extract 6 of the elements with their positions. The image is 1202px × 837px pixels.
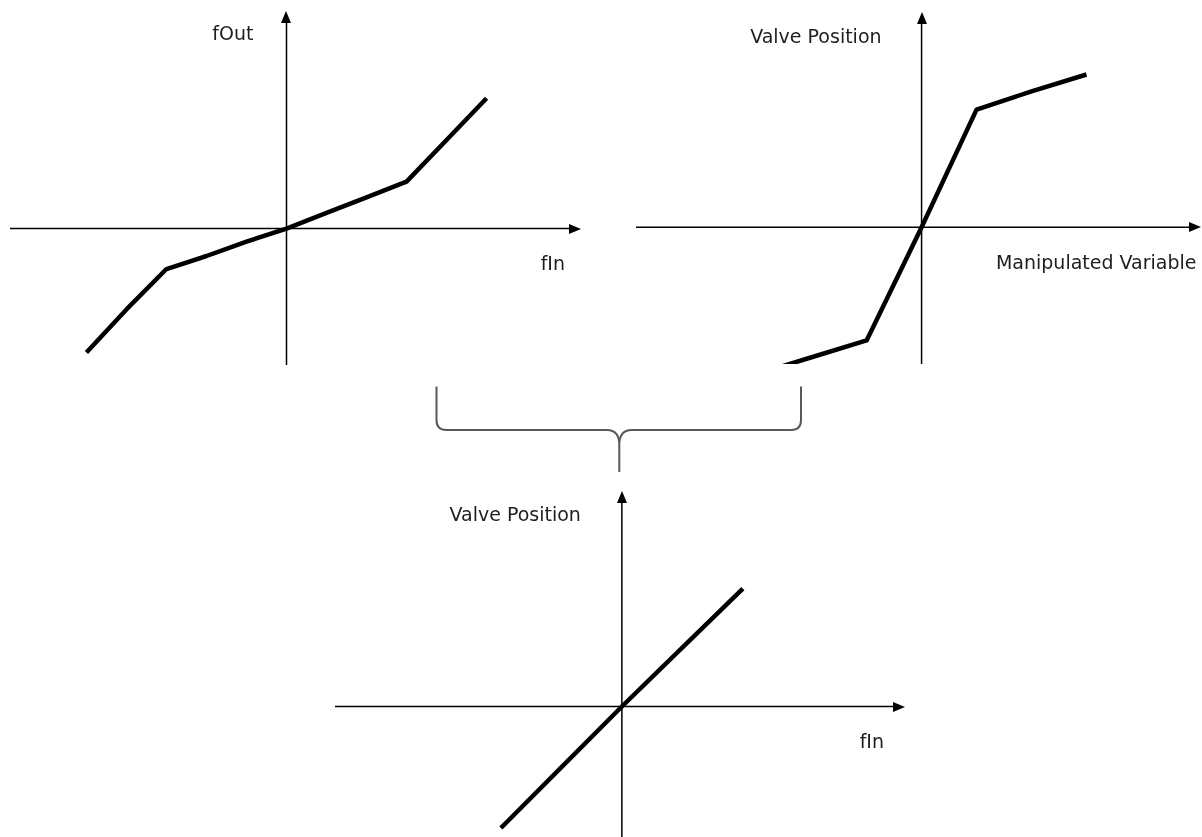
y-axis-title: fOut [212, 22, 254, 44]
x-axis-title: fIn [859, 730, 884, 753]
x-axis-title: fIn [540, 252, 565, 275]
x-axis-title: Manipulated Variable [995, 250, 1197, 273]
y-axis-title: Valve Position [449, 503, 581, 525]
y-axis-title: Valve Position [750, 25, 882, 47]
